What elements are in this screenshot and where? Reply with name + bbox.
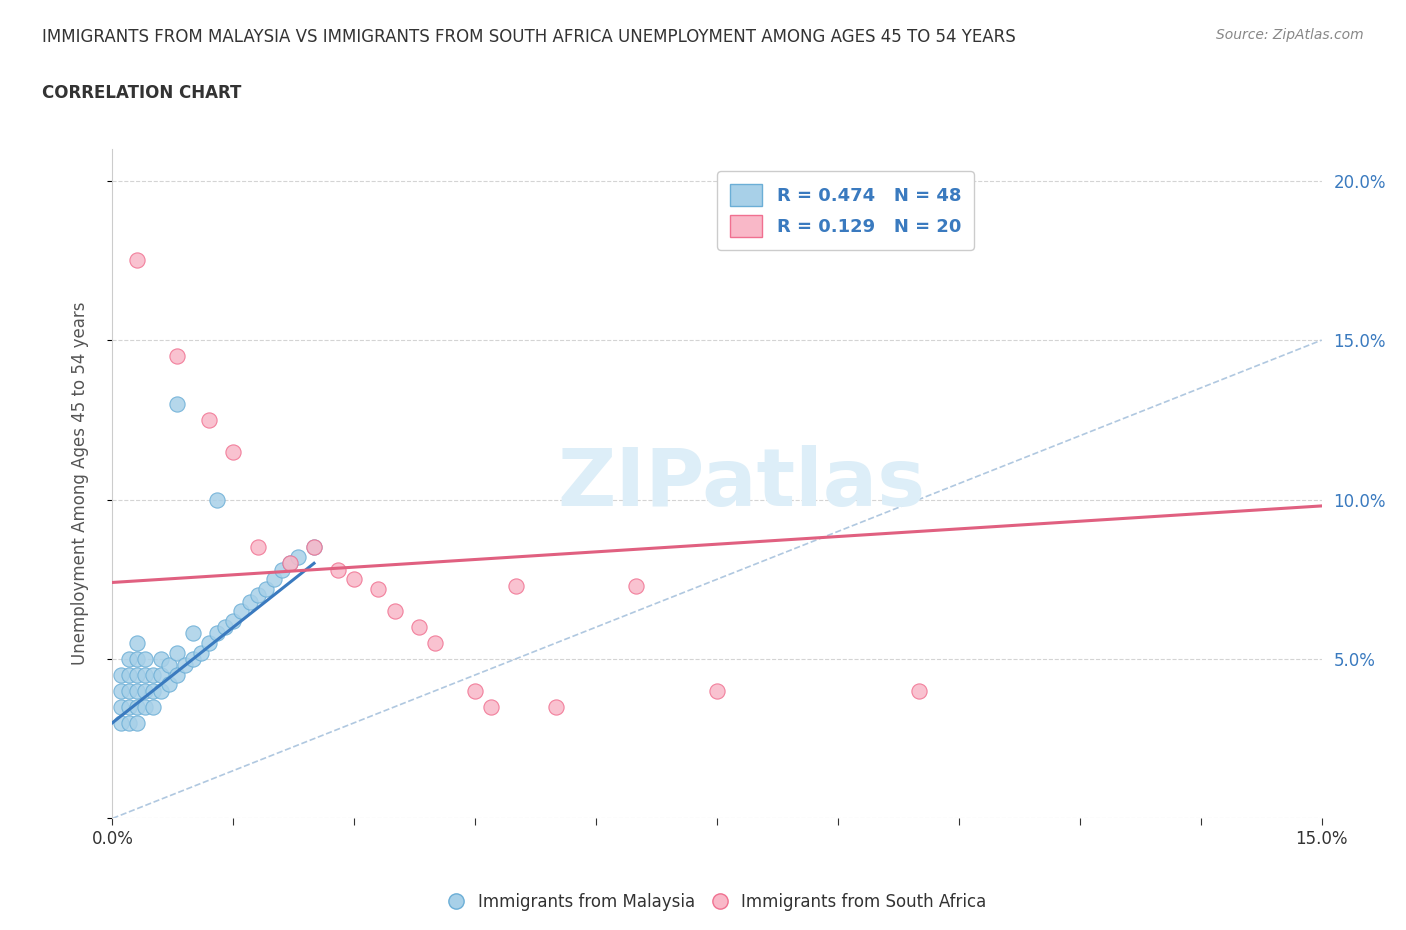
Point xyxy=(263,572,285,587)
Point xyxy=(157,658,180,672)
Point xyxy=(117,652,139,667)
Point xyxy=(117,715,139,730)
Point xyxy=(287,550,309,565)
Point xyxy=(302,540,325,555)
Point xyxy=(207,492,229,507)
Point xyxy=(328,563,350,578)
Point xyxy=(198,412,221,427)
Point xyxy=(125,715,148,730)
Point xyxy=(505,578,527,593)
Point xyxy=(384,604,406,618)
Point xyxy=(198,635,221,650)
Point xyxy=(907,684,929,698)
Point xyxy=(278,556,301,571)
Point xyxy=(110,668,132,683)
Point xyxy=(125,652,148,667)
Point xyxy=(142,699,165,714)
Point xyxy=(149,684,172,698)
Point xyxy=(125,253,148,268)
Point xyxy=(238,594,260,609)
Point xyxy=(117,668,139,683)
Point xyxy=(134,684,156,698)
Point xyxy=(181,652,204,667)
Point xyxy=(190,645,212,660)
Point xyxy=(222,445,245,459)
Point xyxy=(270,563,292,578)
Point xyxy=(166,349,188,364)
Point xyxy=(408,619,430,634)
Y-axis label: Unemployment Among Ages 45 to 54 years: Unemployment Among Ages 45 to 54 years xyxy=(70,302,89,665)
Point xyxy=(207,626,229,641)
Point xyxy=(125,684,148,698)
Point xyxy=(125,699,148,714)
Point xyxy=(125,635,148,650)
Point xyxy=(134,652,156,667)
Point xyxy=(166,668,188,683)
Point xyxy=(174,658,197,672)
Point xyxy=(134,699,156,714)
Point xyxy=(479,699,502,714)
Point xyxy=(125,668,148,683)
Point xyxy=(231,604,253,618)
Text: Source: ZipAtlas.com: Source: ZipAtlas.com xyxy=(1216,28,1364,42)
Point xyxy=(626,578,648,593)
Point xyxy=(464,684,486,698)
Text: ZIPatlas: ZIPatlas xyxy=(557,445,925,523)
Point xyxy=(142,684,165,698)
Point xyxy=(157,677,180,692)
Point xyxy=(423,635,446,650)
Point xyxy=(117,699,139,714)
Point xyxy=(110,715,132,730)
Text: CORRELATION CHART: CORRELATION CHART xyxy=(42,84,242,101)
Point xyxy=(544,699,567,714)
Point xyxy=(278,556,301,571)
Point xyxy=(222,613,245,628)
Point xyxy=(117,684,139,698)
Point xyxy=(367,581,389,596)
Point xyxy=(706,684,728,698)
Point xyxy=(149,652,172,667)
Point xyxy=(246,540,269,555)
Point xyxy=(134,668,156,683)
Point xyxy=(142,668,165,683)
Legend: Immigrants from Malaysia, Immigrants from South Africa: Immigrants from Malaysia, Immigrants fro… xyxy=(441,886,993,917)
Point xyxy=(166,645,188,660)
Point xyxy=(214,619,236,634)
Point xyxy=(302,540,325,555)
Point xyxy=(343,572,366,587)
Point xyxy=(149,668,172,683)
Point xyxy=(246,588,269,603)
Point xyxy=(254,581,277,596)
Point xyxy=(110,699,132,714)
Point xyxy=(110,684,132,698)
Point xyxy=(181,626,204,641)
Point xyxy=(166,396,188,411)
Text: IMMIGRANTS FROM MALAYSIA VS IMMIGRANTS FROM SOUTH AFRICA UNEMPLOYMENT AMONG AGES: IMMIGRANTS FROM MALAYSIA VS IMMIGRANTS F… xyxy=(42,28,1017,46)
